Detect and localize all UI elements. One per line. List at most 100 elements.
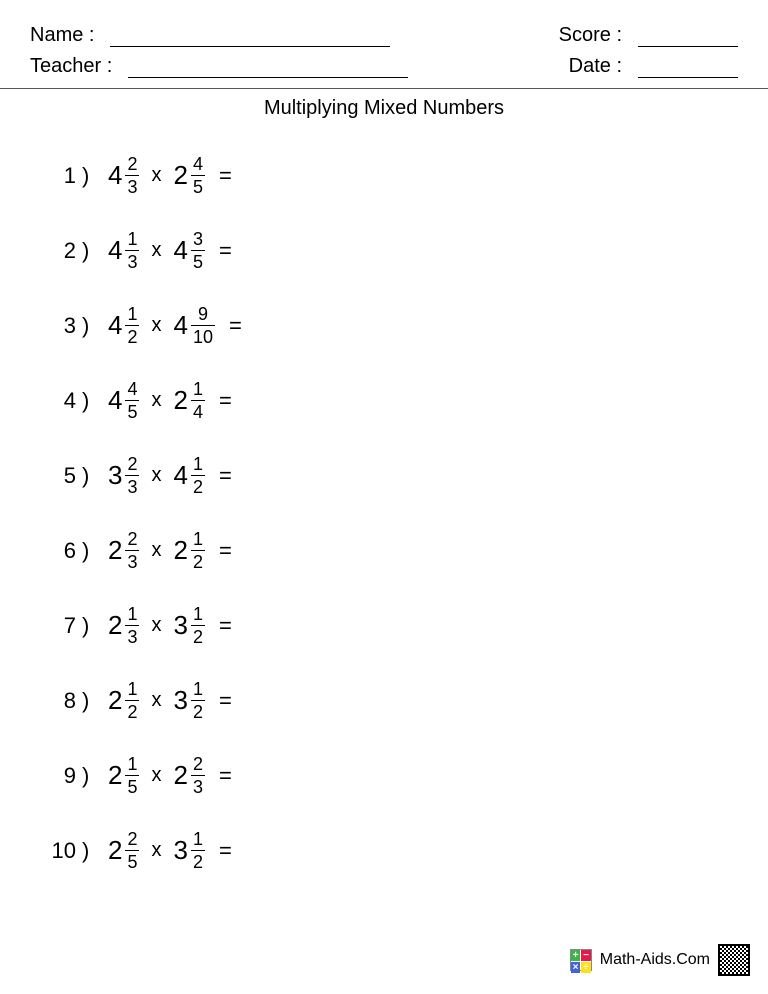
fraction-part: 45 xyxy=(125,380,139,421)
date-line[interactable] xyxy=(638,58,738,78)
numerator: 1 xyxy=(191,455,205,475)
operand-b: 435 xyxy=(173,230,204,271)
denominator: 10 xyxy=(191,326,215,346)
expression: 412x4910= xyxy=(104,305,242,346)
date-label: Date : xyxy=(569,55,622,78)
denominator: 4 xyxy=(191,401,205,421)
equals-sign: = xyxy=(229,313,242,339)
whole-part: 2 xyxy=(173,535,190,566)
denominator: 5 xyxy=(125,776,139,796)
footer: +−×÷ Math-Aids.Com xyxy=(570,944,750,976)
problem-number: 3 xyxy=(32,313,82,339)
operand-a: 323 xyxy=(108,455,139,496)
problem-number: 9 xyxy=(32,763,82,789)
expression: 223x212= xyxy=(104,530,232,571)
logo-quadrant: × xyxy=(571,962,581,973)
numerator: 4 xyxy=(125,380,139,400)
operand-b: 245 xyxy=(173,155,204,196)
operand-b: 212 xyxy=(173,530,204,571)
multiply-operator: x xyxy=(151,239,161,262)
problem-row: 9)215x223= xyxy=(32,738,738,813)
problem-number: 7 xyxy=(32,613,82,639)
numerator: 1 xyxy=(191,680,205,700)
whole-part: 4 xyxy=(108,160,125,191)
denominator: 3 xyxy=(125,551,139,571)
multiply-operator: x xyxy=(151,689,161,712)
whole-part: 2 xyxy=(108,535,125,566)
numerator: 1 xyxy=(191,605,205,625)
operand-b: 4910 xyxy=(173,305,215,346)
whole-part: 4 xyxy=(108,235,125,266)
operand-a: 223 xyxy=(108,530,139,571)
denominator: 5 xyxy=(191,251,205,271)
score-line[interactable] xyxy=(638,27,738,47)
fraction-part: 910 xyxy=(191,305,215,346)
equals-sign: = xyxy=(219,613,232,639)
operand-b: 214 xyxy=(173,380,204,421)
numerator: 2 xyxy=(125,830,139,850)
paren: ) xyxy=(82,538,98,564)
operand-b: 312 xyxy=(173,680,204,721)
expression: 215x223= xyxy=(104,755,232,796)
operand-a: 212 xyxy=(108,680,139,721)
numerator: 3 xyxy=(191,230,205,250)
fraction-part: 12 xyxy=(191,680,205,721)
denominator: 2 xyxy=(191,626,205,646)
whole-part: 2 xyxy=(173,760,190,791)
numerator: 1 xyxy=(125,230,139,250)
problem-row: 6)223x212= xyxy=(32,513,738,588)
problem-number: 2 xyxy=(32,238,82,264)
denominator: 2 xyxy=(191,851,205,871)
paren: ) xyxy=(82,613,98,639)
worksheet-title: Multiplying Mixed Numbers xyxy=(30,97,738,120)
operand-a: 445 xyxy=(108,380,139,421)
expression: 225x312= xyxy=(104,830,232,871)
multiply-operator: x xyxy=(151,164,161,187)
paren: ) xyxy=(82,313,98,339)
numerator: 2 xyxy=(125,455,139,475)
whole-part: 3 xyxy=(173,685,190,716)
fraction-part: 23 xyxy=(191,755,205,796)
numerator: 1 xyxy=(125,755,139,775)
numerator: 2 xyxy=(125,530,139,550)
equals-sign: = xyxy=(219,763,232,789)
whole-part: 4 xyxy=(108,310,125,341)
fraction-part: 45 xyxy=(191,155,205,196)
multiply-operator: x xyxy=(151,464,161,487)
qr-code-icon xyxy=(718,944,750,976)
header-row-2: Teacher : Date : xyxy=(30,55,738,78)
multiply-operator: x xyxy=(151,839,161,862)
whole-part: 3 xyxy=(173,835,190,866)
whole-part: 2 xyxy=(173,160,190,191)
numerator: 4 xyxy=(191,155,205,175)
problem-number: 6 xyxy=(32,538,82,564)
paren: ) xyxy=(82,388,98,414)
teacher-line[interactable] xyxy=(128,58,408,78)
brand-logo-icon: +−×÷ xyxy=(570,949,592,971)
denominator: 3 xyxy=(125,251,139,271)
fraction-part: 12 xyxy=(191,605,205,646)
problem-row: 10)225x312= xyxy=(32,813,738,888)
multiply-operator: x xyxy=(151,314,161,337)
whole-part: 2 xyxy=(108,685,125,716)
paren: ) xyxy=(82,163,98,189)
fraction-part: 12 xyxy=(191,455,205,496)
operand-b: 312 xyxy=(173,605,204,646)
numerator: 1 xyxy=(191,830,205,850)
equals-sign: = xyxy=(219,163,232,189)
operand-a: 413 xyxy=(108,230,139,271)
fraction-part: 14 xyxy=(191,380,205,421)
problem-row: 4)445x214= xyxy=(32,363,738,438)
problem-number: 10 xyxy=(32,838,82,864)
multiply-operator: x xyxy=(151,539,161,562)
problem-number: 8 xyxy=(32,688,82,714)
expression: 423x245= xyxy=(104,155,232,196)
name-line[interactable] xyxy=(110,27,390,47)
whole-part: 4 xyxy=(173,310,190,341)
score-label: Score : xyxy=(559,24,622,47)
fraction-part: 12 xyxy=(125,680,139,721)
whole-part: 3 xyxy=(173,610,190,641)
equals-sign: = xyxy=(219,463,232,489)
equals-sign: = xyxy=(219,688,232,714)
fraction-part: 23 xyxy=(125,530,139,571)
